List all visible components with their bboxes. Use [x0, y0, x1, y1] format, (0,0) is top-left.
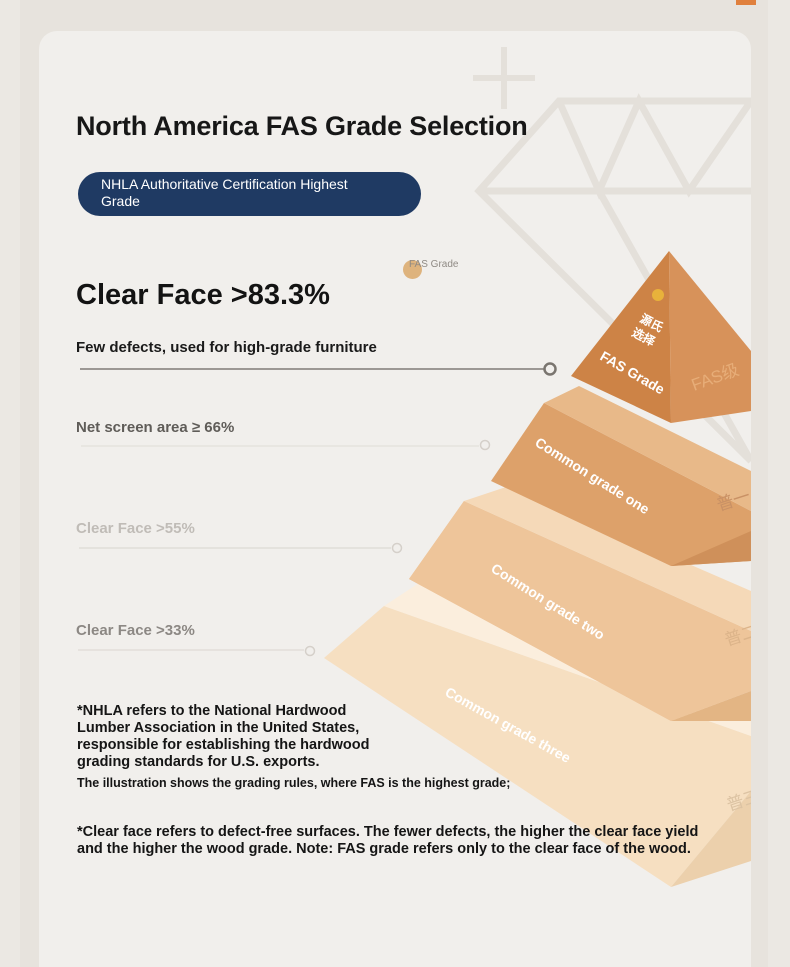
pyramid-tier-fas: FAS Grade FAS级 源氏 选择: [571, 251, 751, 423]
clear-face-value: Clear Face >83.3%: [76, 279, 330, 311]
grade-row-label-2: Clear Face >55%: [76, 520, 195, 537]
main-grade-block: Clear Face >83.3%: [76, 279, 330, 312]
certification-badge: NHLA Authoritative Certification Highest…: [78, 172, 421, 216]
pyramid-tier-common-two: Common grade two 普二: [409, 486, 751, 721]
clear-face-footnote: *Clear face refers to defect-free surfac…: [77, 824, 699, 857]
connector-lines: [78, 362, 557, 657]
pyramid-tier-common-one: Common grade one 普一: [491, 386, 751, 566]
main-grade-description: Few defects, used for high-grade furnitu…: [76, 339, 377, 356]
fas-grade-tag: FAS Grade: [409, 259, 459, 270]
nhla-footnote: *NHLA refers to the National Hardwood Lu…: [77, 703, 370, 770]
grade-row-label-3: Clear Face >33%: [76, 622, 195, 639]
grade-row-label-1: Net screen area ≥ 66%: [76, 419, 235, 436]
grade-pyramid: Common grade three 普三 Common grade two 普…: [78, 251, 751, 887]
plus-icon: [473, 47, 535, 109]
illustration-footnote: The illustration shows the grading rules…: [77, 776, 511, 790]
certification-badge-text: NHLA Authoritative Certification Highest…: [101, 176, 348, 209]
grade-card: North America FAS Grade Selection NHLA A…: [39, 31, 751, 967]
page-title: North America FAS Grade Selection: [76, 111, 528, 141]
corner-accent: [736, 0, 756, 5]
fas-indicator-dot: [403, 260, 422, 279]
